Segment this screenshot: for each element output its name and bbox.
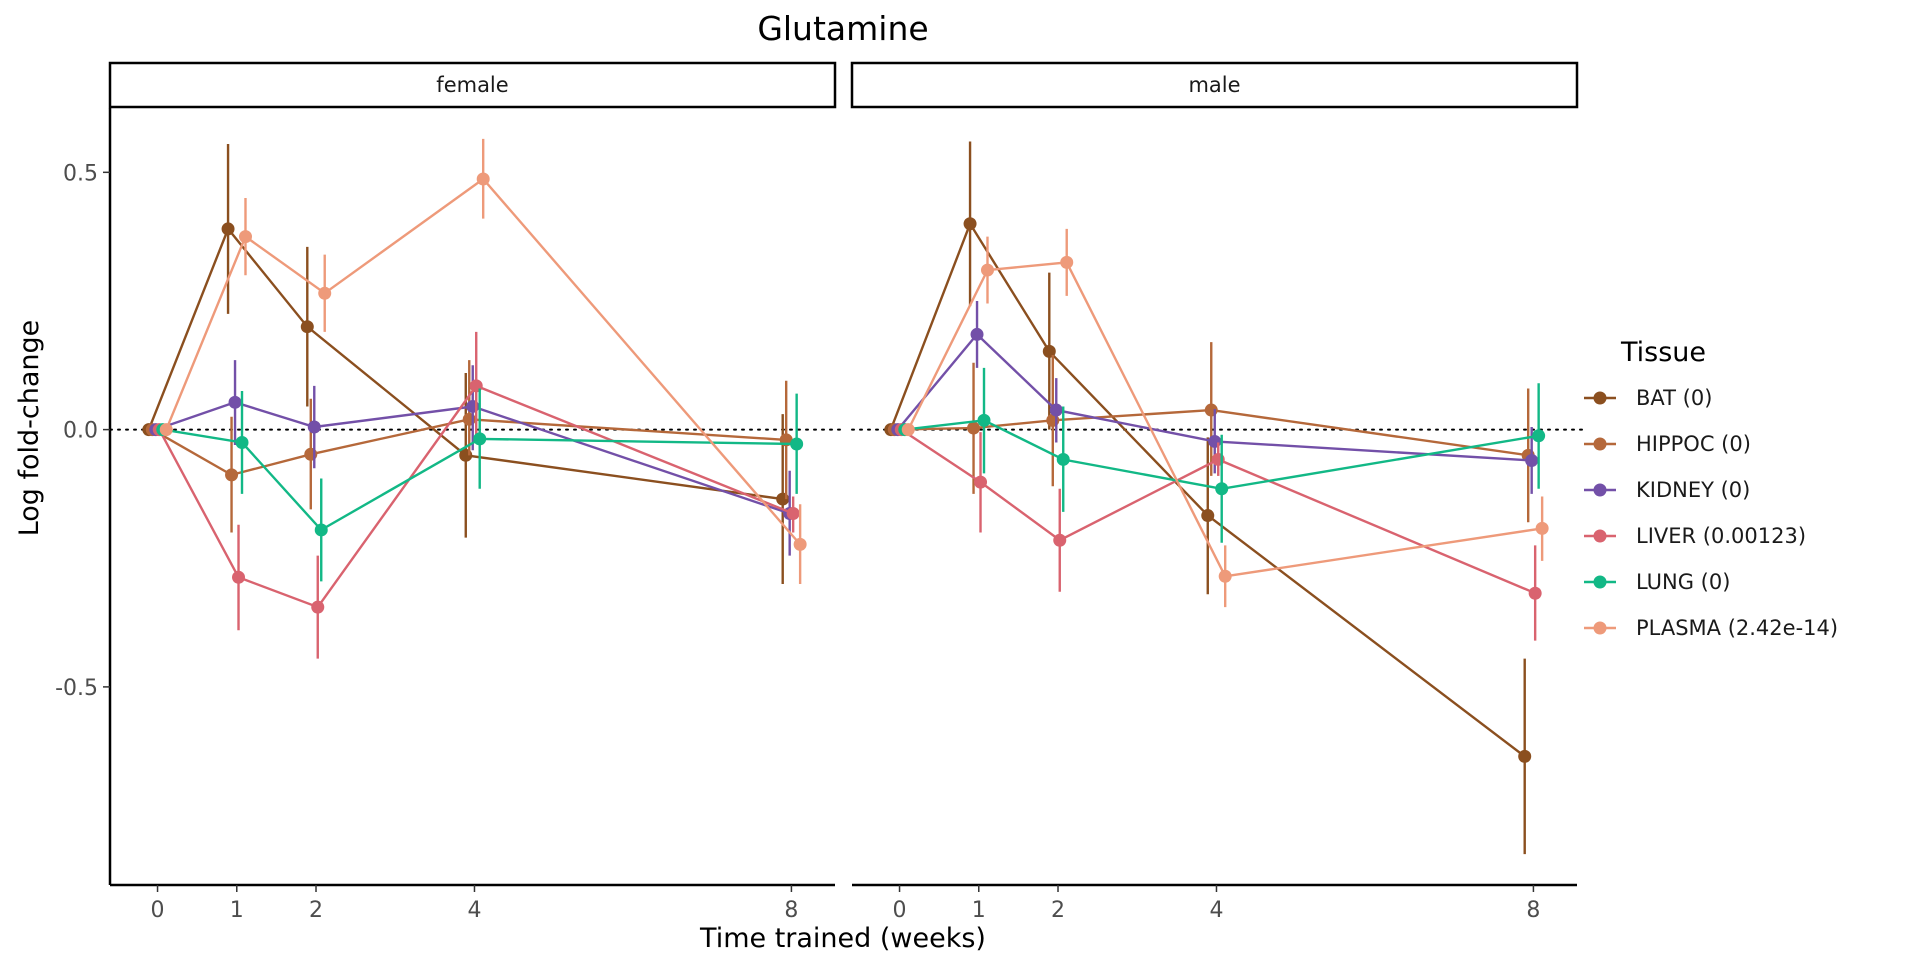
data-point xyxy=(307,420,321,434)
x-tick-label: 0 xyxy=(893,898,907,923)
data-point xyxy=(790,437,804,451)
y-axis-title: Log fold-change xyxy=(14,320,45,537)
data-point xyxy=(1042,344,1056,358)
data-point xyxy=(1056,452,1070,466)
series-bat xyxy=(142,144,790,584)
legend: Tissue BAT (0) HIPPOC (0) KIDNEY (0) LIVER … xyxy=(1584,337,1838,640)
data-point xyxy=(225,468,239,482)
data-point xyxy=(232,570,246,584)
legend-label: LIVER (0.00123) xyxy=(1636,524,1806,548)
legend-key-point xyxy=(1593,391,1607,405)
data-point xyxy=(977,413,991,427)
data-point xyxy=(963,217,977,231)
x-tick-label: 2 xyxy=(309,898,323,923)
facet-strip-label: female xyxy=(436,73,508,97)
legend-item: HIPPOC (0) xyxy=(1584,432,1751,456)
data-point xyxy=(1201,509,1215,523)
data-point xyxy=(786,506,800,520)
facet-strip xyxy=(850,61,1579,109)
series-plasma xyxy=(901,228,1549,608)
series-plasma xyxy=(159,138,807,584)
data-point xyxy=(1528,586,1542,600)
legend-item: LUNG (0) xyxy=(1584,570,1730,594)
data-point xyxy=(238,230,252,244)
legend-label: HIPPOC (0) xyxy=(1636,432,1751,456)
data-point xyxy=(300,320,314,334)
data-point xyxy=(1535,521,1549,535)
x-axis-title: Time trained (weeks) xyxy=(699,923,986,954)
legend-item: PLASMA (2.42e-14) xyxy=(1584,616,1838,640)
facet-panel-female: female 0.5 0.0 -0.5 0 1 2 4 8 xyxy=(55,61,846,923)
x-tick-label: 4 xyxy=(467,898,481,923)
legend-key-point xyxy=(1593,529,1607,543)
facet-strip xyxy=(108,61,837,109)
data-point xyxy=(235,435,249,449)
data-point xyxy=(1215,482,1229,496)
data-point xyxy=(1525,453,1539,467)
data-point xyxy=(967,421,981,435)
y-tick-label: -0.5 xyxy=(55,676,98,701)
legend-title: Tissue xyxy=(1620,337,1706,368)
legend-key-point xyxy=(1593,437,1607,451)
y-tick-label: 0.5 xyxy=(63,161,98,186)
x-tick-label: 0 xyxy=(151,898,165,923)
x-tick-label: 2 xyxy=(1051,898,1065,923)
legend-label: PLASMA (2.42e-14) xyxy=(1636,616,1838,640)
legend-item: KIDNEY (0) xyxy=(1584,478,1750,502)
data-point xyxy=(1049,403,1063,417)
data-point xyxy=(473,432,487,446)
legend-item: BAT (0) xyxy=(1584,386,1712,410)
data-point xyxy=(311,600,325,614)
series-line xyxy=(165,177,802,546)
facet-panel-male: male 0 1 2 4 8 xyxy=(850,61,1588,923)
legend-key-point xyxy=(1593,483,1607,497)
data-point xyxy=(476,172,490,186)
x-tick-label: 8 xyxy=(784,898,798,923)
x-tick-label: 4 xyxy=(1209,898,1223,923)
data-point xyxy=(1518,749,1532,763)
data-point xyxy=(974,475,988,489)
data-point xyxy=(980,263,994,277)
x-tick-label: 8 xyxy=(1526,898,1540,923)
data-point xyxy=(159,423,173,437)
legend-item: LIVER (0.00123) xyxy=(1584,524,1806,548)
data-point xyxy=(1218,569,1232,583)
y-tick-label: 0.0 xyxy=(63,419,98,444)
data-point xyxy=(228,395,242,409)
data-point xyxy=(793,537,807,551)
facet-strip-label: male xyxy=(1188,73,1240,97)
chart-title: Glutamine xyxy=(757,9,928,48)
facet-panels: female 0.5 0.0 -0.5 0 1 2 4 8 male 0 1 2 4 8 xyxy=(55,61,1588,923)
legend-label: KIDNEY (0) xyxy=(1636,478,1750,502)
legend-key-point xyxy=(1593,575,1607,589)
data-point xyxy=(221,222,235,236)
legend-label: BAT (0) xyxy=(1636,386,1712,410)
data-point xyxy=(901,423,915,437)
data-point xyxy=(314,523,328,537)
data-point xyxy=(318,286,332,300)
data-point xyxy=(1532,429,1546,443)
legend-key-point xyxy=(1593,621,1607,635)
data-point xyxy=(970,327,984,341)
data-point xyxy=(1060,255,1074,269)
series-liver xyxy=(152,331,800,659)
x-tick-label: 1 xyxy=(230,898,244,923)
series-kidney xyxy=(891,300,1539,494)
legend-label: LUNG (0) xyxy=(1636,570,1730,594)
data-point xyxy=(1053,533,1067,547)
x-tick-label: 1 xyxy=(972,898,986,923)
